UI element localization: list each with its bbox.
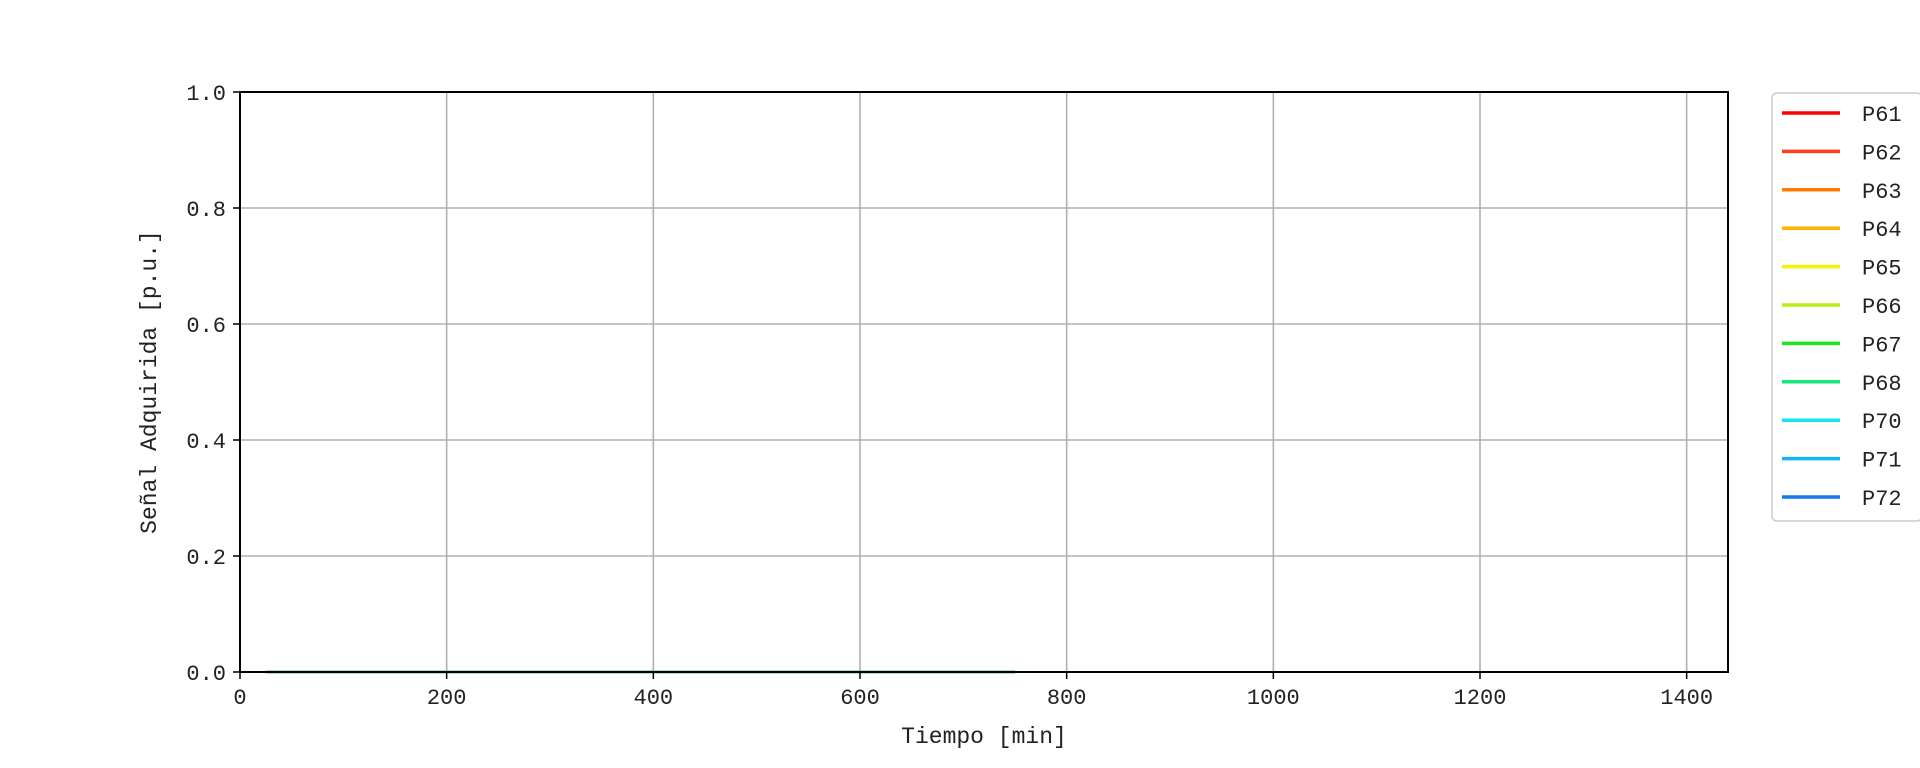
legend-entry: P70 [1782,410,1902,435]
legend-label: P68 [1862,372,1902,397]
x-tick-label: 600 [840,686,880,711]
axis-ticks: 0 200 400 600 800 1000 1200 1400 0.0 0.2 0.4 0.6 0.8… [186,82,1713,711]
grid-lines [239,91,1728,673]
legend-entry: P61 [1782,103,1902,128]
legend-label: P67 [1862,333,1902,358]
x-tick-label: 0 [233,686,246,711]
legend-entry: P63 [1782,180,1902,205]
legend-box [1771,92,1920,522]
legend-entry: P72 [1782,487,1902,512]
x-tick-label: 1400 [1660,686,1713,711]
legend-label: P70 [1862,410,1902,435]
legend-entry: P71 [1782,449,1902,474]
y-axis-label: Señal Adquirida [p.u.] [137,230,163,534]
legend-entry: P65 [1782,257,1902,282]
legend-entry: P68 [1782,372,1902,397]
legend-entry: P66 [1782,295,1902,320]
x-tick-label: 200 [427,686,467,711]
legend-label: P64 [1862,218,1902,243]
y-tick-label: 0.4 [186,430,226,455]
x-tick-label: 1200 [1454,686,1507,711]
x-tick-label: 800 [1047,686,1087,711]
legend-entry: P62 [1782,141,1902,166]
legend-label: P72 [1862,487,1902,512]
legend-entry: P64 [1782,218,1902,243]
legend-label: P66 [1862,295,1902,320]
x-tick-label: 1000 [1247,686,1300,711]
y-tick-label: 0.2 [186,546,226,571]
legend-label: P63 [1862,180,1902,205]
legend: P61 P62 P63 P64 P65 P66 P67 P68 P70 P71 P72 [1771,92,1920,522]
y-tick-label: 0.6 [186,314,226,339]
y-tick-label: 0.8 [186,198,226,223]
legend-label: P61 [1862,103,1902,128]
legend-entry: P67 [1782,333,1902,358]
legend-label: P62 [1862,141,1902,166]
x-tick-label: 400 [634,686,674,711]
legend-label: P65 [1862,257,1902,282]
x-axis-label: Tiempo [min] [901,724,1067,750]
legend-label: P71 [1862,449,1902,474]
y-tick-label: 0.0 [186,662,226,687]
plot-frame [239,91,1729,673]
y-tick-label: 1.0 [186,82,226,107]
